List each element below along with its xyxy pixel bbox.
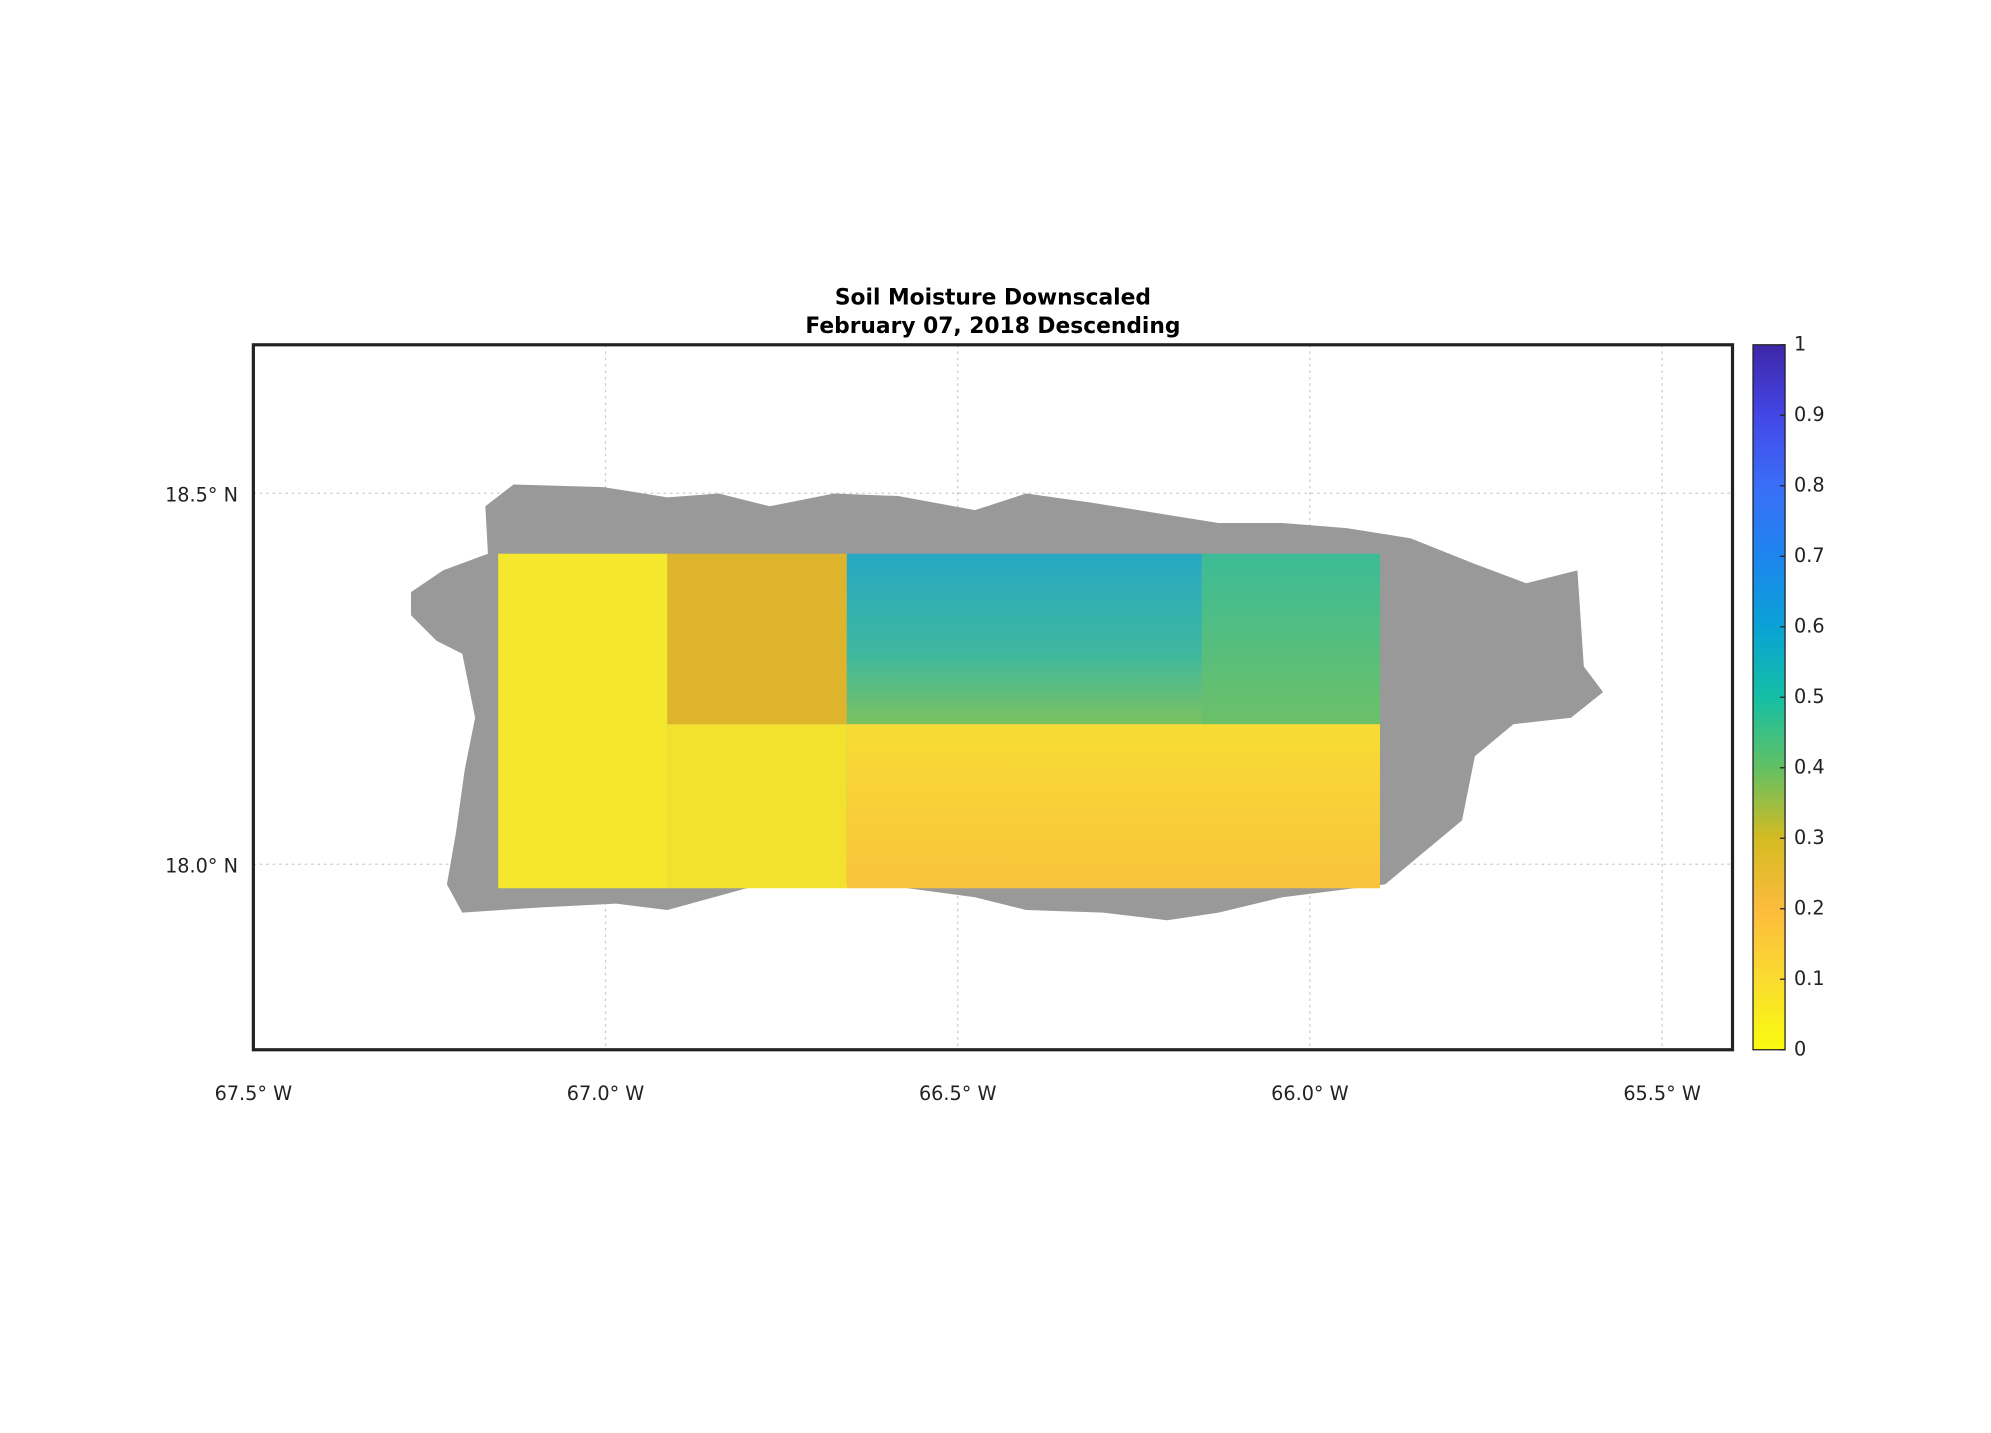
x-tick-label: 67.5° W	[215, 1082, 293, 1105]
colorbar-tick-label: 0.5	[1794, 685, 1825, 708]
colorbar-tick-label: 0.7	[1794, 544, 1825, 567]
colorbar-tick-label: 0.8	[1794, 473, 1825, 496]
moisture-block	[498, 553, 668, 889]
y-tick-label: 18.5° N	[165, 483, 238, 506]
colorbar-tick-label: 0.3	[1794, 826, 1825, 849]
moisture-block	[1201, 553, 1381, 725]
x-tick-label: 66.5° W	[919, 1082, 997, 1105]
plot-frame	[251, 343, 1735, 1052]
colorbar-tick-label: 0.6	[1794, 614, 1825, 637]
moisture-block	[846, 553, 1202, 725]
moisture-block	[667, 553, 847, 725]
map-title: Soil Moisture Downscaled	[835, 286, 1151, 311]
map-subtitle: February 07, 2018 Descending	[805, 314, 1180, 339]
colorbar-tick-label: 0.2	[1794, 896, 1825, 919]
colorbar-tick-label: 1	[1794, 332, 1806, 355]
x-tick-label: 66.0° W	[1271, 1082, 1349, 1105]
colorbar-tick-label: 0	[1794, 1037, 1806, 1060]
x-tick-label: 67.0° W	[567, 1082, 645, 1105]
colorbar-tick-label: 0.1	[1794, 967, 1825, 990]
colorbar-tick-label: 0.4	[1794, 755, 1825, 778]
y-tick-label: 18.0° N	[165, 854, 238, 877]
moisture-block	[846, 724, 1381, 889]
x-tick-label: 65.5° W	[1623, 1082, 1701, 1105]
colorbar-tick-label: 0.9	[1794, 403, 1825, 426]
moisture-block	[667, 724, 847, 889]
